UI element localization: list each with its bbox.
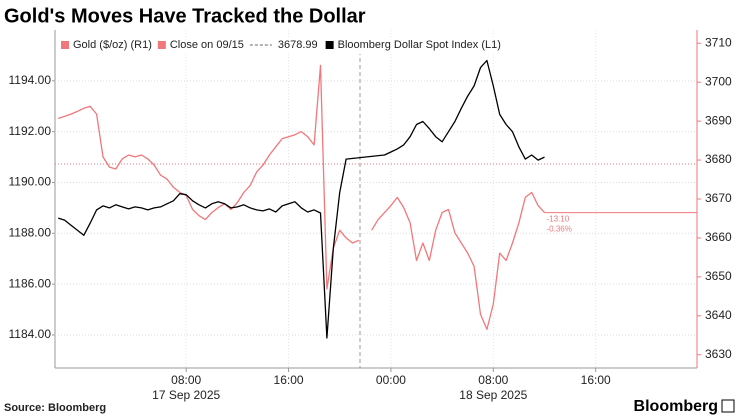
y2-tick-label: 3650 [705,269,732,283]
x-tick-label: 16:00 [581,373,611,387]
date-label: 17 Sep 2025 [152,388,220,402]
y-tick-label: 1184.00 [9,327,52,341]
series-line [371,191,545,331]
y2-tick-label: 3680 [705,152,732,166]
y2-tick-label: 3710 [705,35,732,49]
y-tick-label: 1190.00 [9,175,52,189]
legend-swatch [325,41,334,49]
legend-label: Close on 09/15 [170,39,244,51]
chart-title: Gold's Moves Have Tracked the Dollar [4,5,366,27]
x-tick-label: 00:00 [376,373,406,387]
legend-swatch [157,41,166,49]
y2-tick-label: 3640 [705,308,732,322]
y2-tick-label: 3700 [705,74,732,88]
annotation: -0.36% [546,225,571,234]
legend-label: Bloomberg Dollar Spot Index (L1) [338,39,501,51]
legend-label: Gold ($/oz) (R1) [73,39,152,51]
x-tick-label: 08:00 [478,373,508,387]
series-line [58,64,360,290]
series-line [58,59,545,339]
legend-swatch [61,41,69,49]
y2-tick-label: 3660 [705,230,732,244]
brand: Bloomberg [634,398,718,415]
y-tick-label: 1188.00 [9,225,52,239]
y2-tick-label: 3630 [705,347,732,361]
source: Source: Bloomberg [4,402,106,414]
y-tick-label: 1186.00 [9,276,52,290]
y2-tick-label: 3670 [705,191,732,205]
x-tick-label: 16:00 [274,373,304,387]
annotation: -13.10 [546,215,569,224]
legend-bg [56,37,534,54]
y-tick-label: 1192.00 [9,124,52,138]
legend-value: 3678.99 [278,39,318,51]
y2-tick-label: 3690 [705,113,732,127]
x-tick-label: 08:00 [171,373,201,387]
brand-icon [721,399,735,413]
date-label: 18 Sep 2025 [459,388,527,402]
y-tick-label: 1194.00 [9,73,52,87]
